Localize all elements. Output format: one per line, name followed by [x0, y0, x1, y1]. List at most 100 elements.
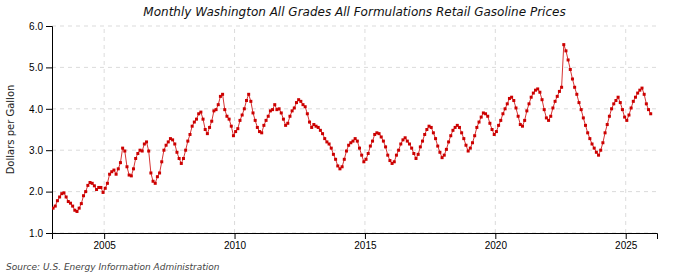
marker — [414, 157, 417, 160]
marker — [369, 145, 372, 148]
marker — [399, 142, 402, 145]
marker — [260, 131, 263, 134]
marker — [627, 114, 630, 117]
marker — [564, 49, 567, 52]
axis-line — [46, 27, 53, 234]
marker — [243, 107, 246, 110]
tick-mark — [46, 150, 52, 151]
marker — [288, 115, 291, 118]
marker — [404, 136, 407, 139]
marker — [458, 126, 461, 129]
marker — [478, 121, 481, 124]
marker — [504, 107, 507, 110]
marker — [580, 108, 583, 111]
marker — [536, 87, 539, 90]
marker — [606, 123, 609, 126]
marker — [356, 140, 359, 143]
tick: 2010 — [224, 233, 247, 251]
marker — [445, 148, 448, 151]
marker — [584, 124, 587, 127]
marker — [121, 147, 124, 150]
marker — [382, 140, 385, 143]
title: Monthly Washington All Grades All Formul… — [143, 5, 565, 19]
marker — [82, 194, 85, 197]
marker — [271, 108, 274, 111]
marker — [210, 120, 213, 123]
marker — [154, 182, 157, 185]
marker — [115, 173, 118, 176]
marker — [254, 119, 257, 122]
marker — [514, 106, 517, 109]
marker — [117, 167, 120, 170]
marker — [134, 157, 137, 160]
tick-mark — [46, 109, 52, 110]
tick-mark — [46, 26, 52, 27]
marker — [171, 138, 174, 141]
tick-mark — [235, 233, 236, 239]
tick: 2015 — [354, 233, 377, 251]
marker — [475, 126, 478, 129]
tick-mark — [495, 233, 496, 239]
marker — [69, 202, 72, 205]
tick-label: 2015 — [354, 240, 377, 251]
tick-label: 2020 — [485, 240, 508, 251]
grid — [52, 26, 657, 233]
marker — [634, 96, 637, 99]
marker — [525, 109, 528, 112]
grid-line-x — [625, 26, 626, 233]
tick-mark — [365, 233, 366, 239]
tick: 2005 — [94, 233, 117, 251]
marker — [393, 160, 396, 163]
marker — [332, 153, 335, 156]
marker — [206, 132, 209, 135]
marker — [228, 118, 231, 121]
marker — [554, 100, 557, 103]
marker — [132, 167, 135, 170]
marker — [625, 119, 628, 122]
grid-line-y — [52, 26, 657, 27]
marker — [619, 101, 622, 104]
marker — [232, 134, 235, 137]
marker — [432, 131, 435, 134]
marker — [571, 77, 574, 80]
marker — [245, 99, 248, 102]
marker — [510, 96, 513, 99]
marker — [447, 140, 450, 143]
marker — [236, 127, 239, 130]
marker — [223, 108, 226, 111]
marker — [614, 99, 617, 102]
marker — [317, 126, 320, 129]
marker — [641, 87, 644, 90]
axis-line — [53, 234, 658, 240]
marker — [543, 108, 546, 111]
marker — [406, 140, 409, 143]
marker — [125, 165, 128, 168]
marker — [56, 199, 59, 202]
marker — [147, 150, 150, 153]
marker — [182, 157, 185, 160]
marker — [215, 108, 218, 111]
marker — [541, 98, 544, 101]
marker — [636, 92, 639, 95]
marker — [149, 171, 152, 174]
marker — [293, 106, 296, 109]
marker — [556, 95, 559, 98]
marker — [523, 119, 526, 122]
marker — [278, 107, 281, 110]
tick: 1.0 — [29, 228, 52, 239]
marker — [499, 119, 502, 122]
marker — [217, 103, 220, 106]
marker — [102, 191, 105, 194]
marker — [588, 137, 591, 140]
marker — [486, 115, 489, 118]
tick: 6.0 — [29, 21, 52, 32]
marker — [208, 126, 211, 129]
marker — [241, 114, 244, 117]
marker — [430, 126, 433, 129]
marker — [365, 158, 368, 161]
marker — [384, 145, 387, 148]
marker — [75, 210, 78, 213]
x-axis: 20052010201520202025 — [53, 233, 658, 251]
grid-line-x — [364, 26, 365, 233]
marker — [249, 100, 252, 103]
